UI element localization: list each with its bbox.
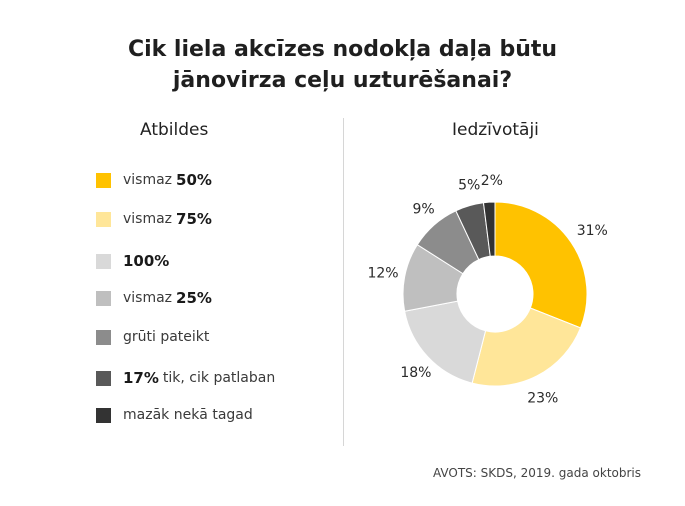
slice-label: 12% (367, 266, 398, 282)
legend-swatch (96, 329, 111, 345)
chart-heading: Iedzīvotāji (452, 120, 539, 140)
legend-value: 75% (176, 210, 212, 228)
legend-text: grūti pateikt (123, 329, 210, 345)
donut-chart: 31% 23% 18% 12% 9% 5% 2% (367, 173, 608, 407)
column-divider (343, 118, 344, 446)
legend-value: 17% (123, 369, 159, 387)
slice-label: 2% (481, 173, 503, 189)
donut-slice (482, 201, 496, 257)
legend-text: vismaz (123, 290, 173, 306)
legend-item: mazāk nekā tagad (96, 403, 253, 427)
chart-title-line-2: jānovirza ceļu uzturēšanai? (172, 68, 513, 93)
donut-slice (471, 307, 582, 387)
slice-label: 31% (577, 223, 608, 239)
legend-heading: Atbildes (140, 120, 209, 140)
legend-value: 50% (176, 171, 212, 189)
legend-swatch (96, 290, 111, 306)
legend-swatch (96, 172, 111, 188)
slice-label: 23% (527, 391, 558, 407)
legend-item: 100% (96, 249, 169, 273)
donut-slice (404, 300, 487, 384)
legend-swatch (96, 370, 111, 386)
legend-item: vismaz 75% (96, 207, 212, 231)
legend-item: vismaz 50% (96, 168, 212, 192)
chart-title: Cik liela akcīzes nodokļa daļa būtu jāno… (0, 34, 685, 96)
legend-item: grūti pateikt (96, 325, 209, 349)
legend-value: 25% (176, 289, 212, 307)
legend-swatch (96, 253, 111, 269)
slice-label: 9% (413, 201, 435, 217)
legend-text: tik, cik patlaban (162, 370, 276, 386)
slice-label: 18% (400, 365, 431, 381)
legend-item: 17% tik, cik patlaban (96, 366, 275, 390)
chart-title-line-1: Cik liela akcīzes nodokļa daļa būtu (127, 37, 558, 62)
legend-value: 100% (123, 252, 170, 270)
legend-swatch (96, 407, 111, 423)
donut-slice (494, 201, 588, 329)
source-note: AVOTS: SKDS, 2019. gada oktobris (432, 466, 641, 480)
legend-text: vismaz (123, 172, 173, 188)
legend-item: vismaz 25% (96, 286, 212, 310)
legend-text: mazāk nekā tagad (123, 407, 253, 423)
legend-swatch (96, 211, 111, 227)
legend-text: vismaz (123, 211, 173, 227)
slice-label: 5% (458, 178, 480, 194)
